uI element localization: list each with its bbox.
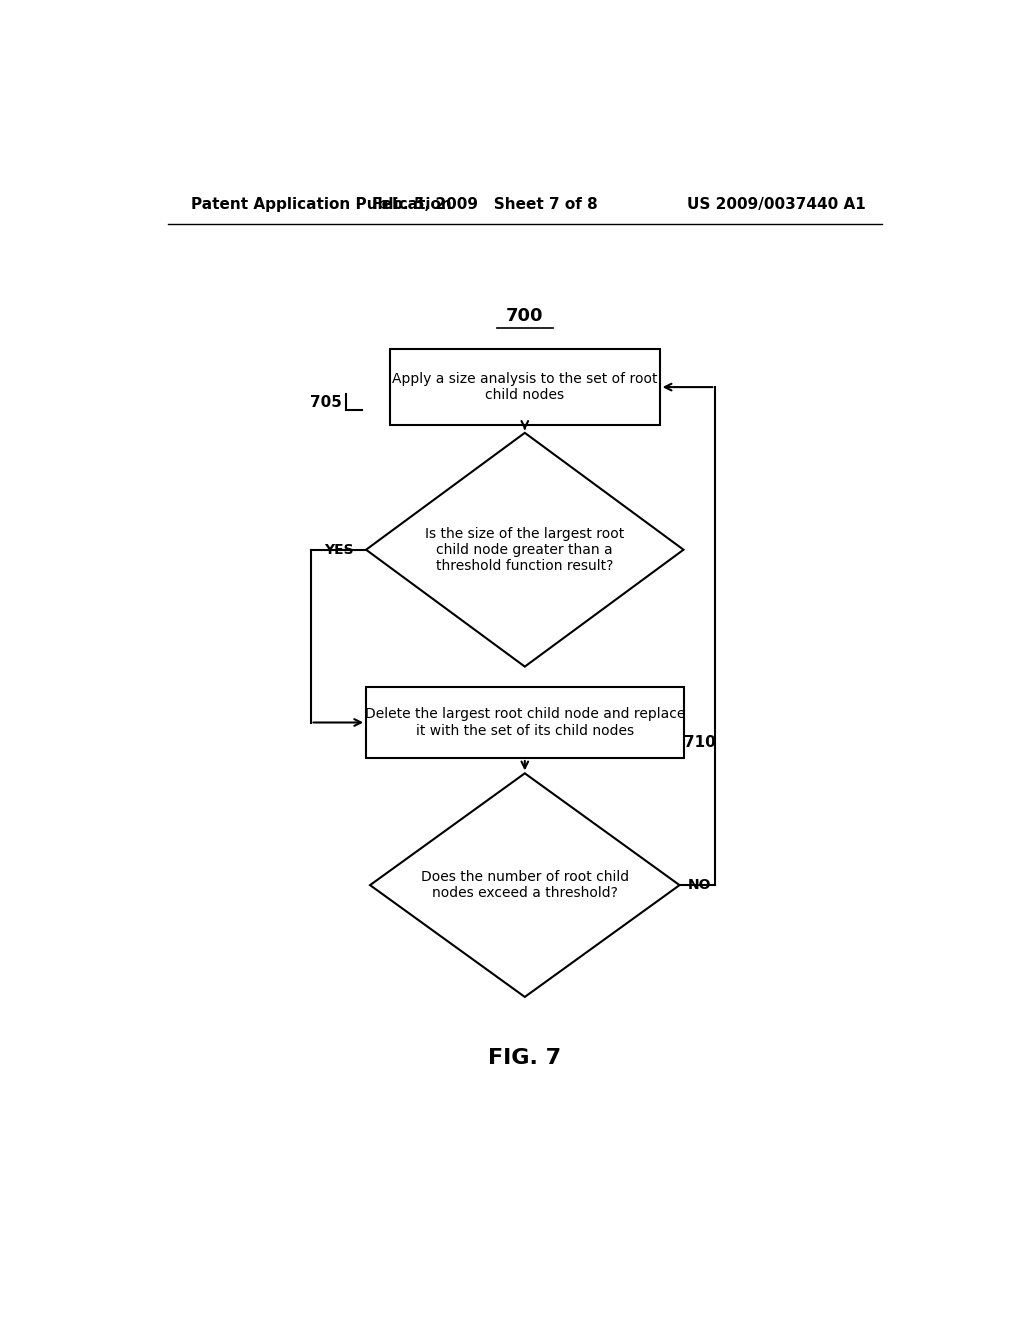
- Text: Does the number of root child
nodes exceed a threshold?: Does the number of root child nodes exce…: [421, 870, 629, 900]
- Text: 710: 710: [684, 735, 716, 750]
- Text: FIG. 7: FIG. 7: [488, 1048, 561, 1068]
- Text: Is the size of the largest root
child node greater than a
threshold function res: Is the size of the largest root child no…: [425, 527, 625, 573]
- FancyBboxPatch shape: [367, 686, 684, 758]
- Text: Apply a size analysis to the set of root
child nodes: Apply a size analysis to the set of root…: [392, 372, 657, 403]
- Text: Patent Application Publication: Patent Application Publication: [191, 197, 453, 211]
- Text: NO: NO: [687, 878, 711, 892]
- Text: US 2009/0037440 A1: US 2009/0037440 A1: [687, 197, 866, 211]
- Polygon shape: [370, 774, 680, 997]
- FancyBboxPatch shape: [390, 348, 659, 425]
- Text: 700: 700: [506, 308, 544, 325]
- Text: YES: YES: [325, 543, 354, 557]
- Text: Delete the largest root child node and replace
it with the set of its child node: Delete the largest root child node and r…: [365, 708, 685, 738]
- Polygon shape: [367, 433, 684, 667]
- Text: 705: 705: [310, 395, 342, 409]
- Text: Feb. 5, 2009   Sheet 7 of 8: Feb. 5, 2009 Sheet 7 of 8: [373, 197, 598, 211]
